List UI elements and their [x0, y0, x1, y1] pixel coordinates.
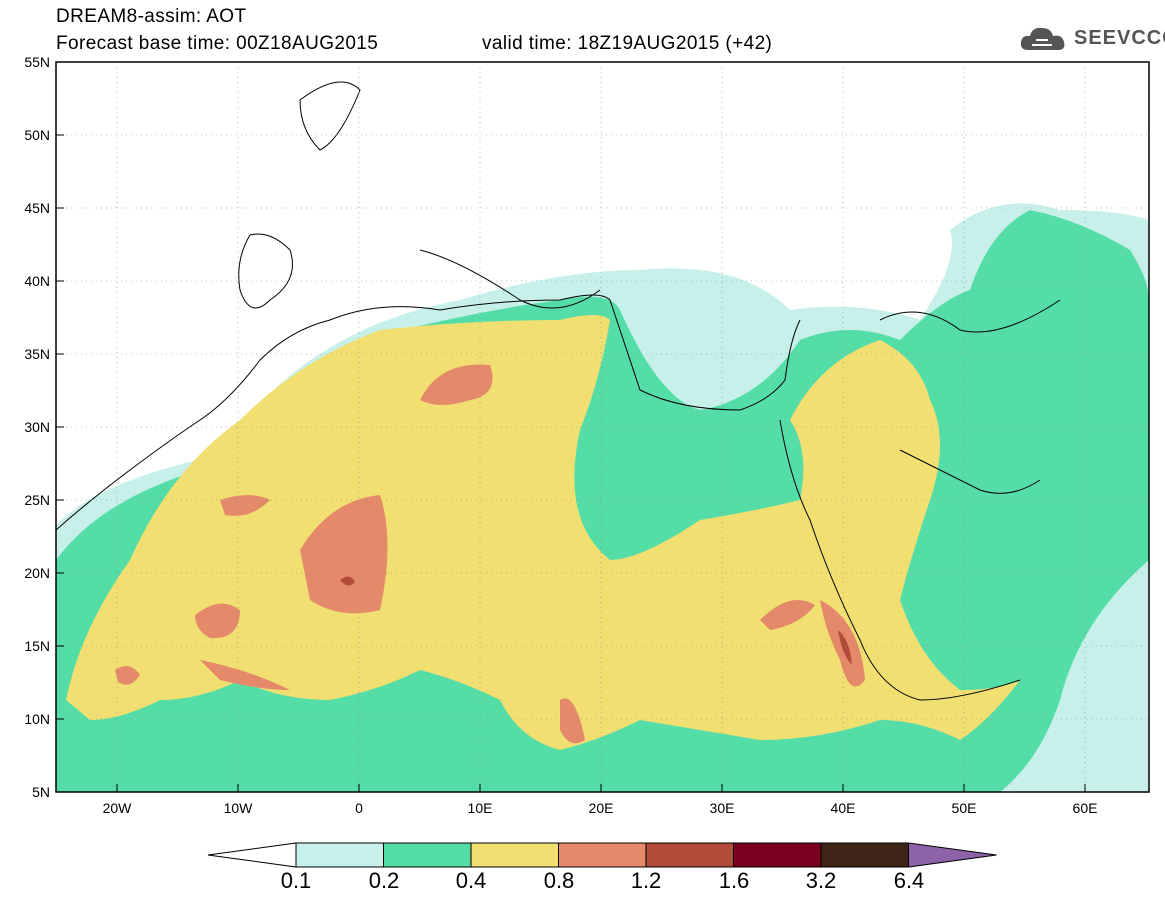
cloud-icon [1020, 27, 1065, 50]
aot-contour-0-8 [560, 698, 585, 744]
colorbar-swatch [820, 842, 909, 868]
forecast-base-time: Forecast base time: 00Z18AUG2015 [56, 33, 379, 54]
aot-contour-0-8 [420, 364, 493, 405]
colorbar-label: 1.6 [718, 868, 750, 893]
colorbar-min-arrow [207, 842, 297, 868]
colorbar-label: 0.2 [368, 868, 400, 893]
gridlines [56, 62, 1149, 792]
colorbar-swatch [645, 842, 734, 868]
colorbar-label: 0.1 [280, 868, 312, 893]
seevccc-logo: SEEVCCC [1018, 22, 1165, 58]
colorbar-swatch [295, 842, 384, 868]
aot-contour-0-8 [200, 660, 290, 690]
colorbar-swatch [383, 842, 472, 868]
aot-contour-0-4 [66, 315, 1020, 750]
colorbar-label: 3.2 [805, 868, 837, 893]
x-tick-label: 10E [467, 800, 493, 816]
aot-contour-0-8 [300, 495, 388, 614]
colorbar-label: 0.4 [455, 868, 487, 893]
y-tick-label: 50N [24, 127, 50, 143]
y-tick-label: 55N [24, 54, 50, 70]
y-tick-label: 25N [24, 492, 50, 508]
x-tick-label: 30E [709, 800, 735, 816]
x-tick-label: 0 [355, 800, 363, 816]
x-tick-label: 60E [1072, 800, 1098, 816]
aot-field [56, 62, 1149, 792]
aot-contour-0-8 [115, 666, 140, 685]
colorbar [207, 842, 997, 868]
x-tick-label: 40E [830, 800, 856, 816]
y-tick-label: 15N [24, 638, 50, 654]
y-tick-label: 40N [24, 273, 50, 289]
map-title: DREAM8-assim: AOT [56, 6, 247, 27]
colorbar-label: 0.8 [543, 868, 575, 893]
y-tick-label: 10N [24, 711, 50, 727]
y-tick-label: 45N [24, 200, 50, 216]
y-tick-label: 35N [24, 346, 50, 362]
x-tick-label: 20W [102, 800, 132, 816]
coastlines [56, 81, 1061, 701]
colorbar-swatch [733, 842, 822, 868]
aot-contour-0-8 [220, 495, 270, 516]
colorbar-swatch [470, 842, 559, 868]
colorbar-label: 6.4 [893, 868, 925, 893]
colorbar-label: 1.2 [630, 868, 662, 893]
valid-time: valid time: 18Z19AUG2015 (+42) [482, 33, 773, 54]
x-tick-label: 50E [951, 800, 977, 816]
aot-contour-1-2 [838, 630, 852, 665]
tick-marks [56, 61, 1086, 793]
x-tick-label: 10W [223, 800, 253, 816]
aot-contour-0-8 [195, 603, 240, 639]
colorbar-max-arrow [908, 842, 997, 868]
y-tick-label: 30N [24, 419, 50, 435]
aot-contour-1-2 [340, 576, 355, 586]
colorbar-swatch [558, 842, 647, 868]
y-tick-label: 20N [24, 565, 50, 581]
aot-contour-0-8 [760, 600, 815, 630]
logo-text: SEEVCCC [1074, 27, 1165, 49]
x-tick-label: 20E [588, 800, 614, 816]
y-tick-label: 5N [32, 784, 50, 800]
